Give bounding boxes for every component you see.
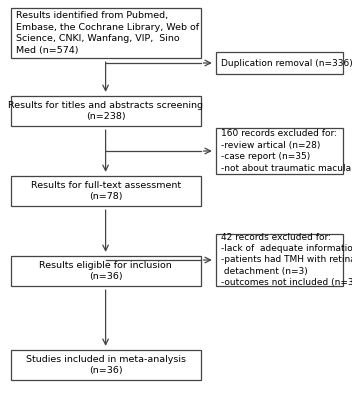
Text: Results for full-text assessment
(n=78): Results for full-text assessment (n=78) bbox=[31, 181, 181, 201]
Text: 42 records excluded for:
-lack of  adequate information (n=3)
-patients had TMH : 42 records excluded for: -lack of adequa… bbox=[221, 232, 352, 287]
Text: 160 records excluded for:
-review artical (n=28)
-case report (n=35)
-not about : 160 records excluded for: -review artica… bbox=[221, 129, 352, 173]
FancyBboxPatch shape bbox=[11, 176, 201, 206]
FancyBboxPatch shape bbox=[11, 256, 201, 286]
Text: Duplication removal (n=336): Duplication removal (n=336) bbox=[221, 58, 352, 68]
Text: Results identified from Pubmed,
Embase, the Cochrane Library, Web of
Science, CN: Results identified from Pubmed, Embase, … bbox=[16, 11, 199, 55]
FancyBboxPatch shape bbox=[11, 8, 201, 58]
FancyBboxPatch shape bbox=[216, 52, 343, 74]
FancyBboxPatch shape bbox=[216, 234, 343, 286]
Text: Studies included in meta-analysis
(n=36): Studies included in meta-analysis (n=36) bbox=[26, 355, 186, 375]
FancyBboxPatch shape bbox=[11, 350, 201, 380]
Text: Results eligible for inclusion
(n=36): Results eligible for inclusion (n=36) bbox=[39, 261, 172, 281]
FancyBboxPatch shape bbox=[216, 128, 343, 174]
FancyBboxPatch shape bbox=[11, 96, 201, 126]
Text: Results for titles and abstracts screening
(n=238): Results for titles and abstracts screeni… bbox=[8, 101, 203, 121]
